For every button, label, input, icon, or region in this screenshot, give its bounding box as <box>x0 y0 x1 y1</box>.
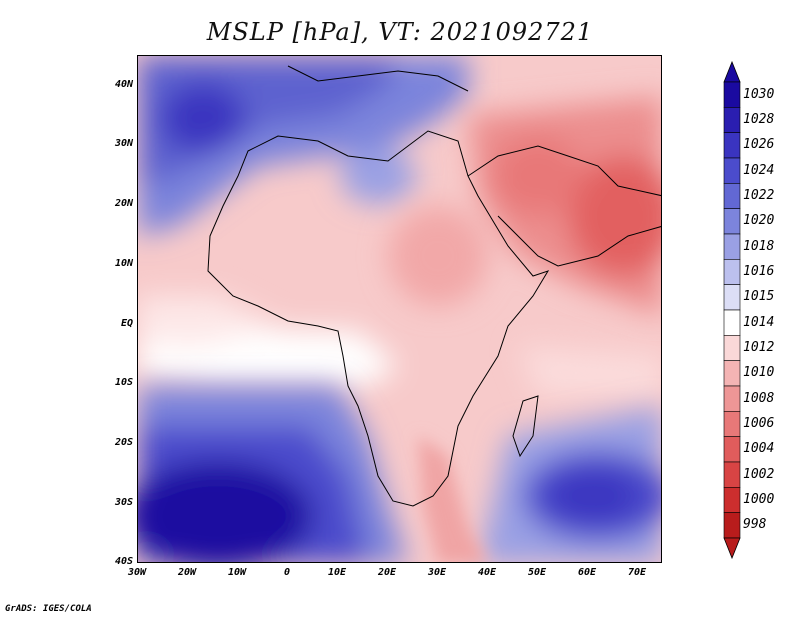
south-african-low <box>418 436 487 562</box>
colorbar-arrow-bottom <box>723 537 741 560</box>
colorbar-swatch <box>723 512 741 539</box>
lon-label-10e: 10E <box>327 567 347 578</box>
pressure-field <box>138 56 661 562</box>
lat-label-20n: 20N <box>114 198 133 209</box>
lon-label-30e: 30E <box>427 567 447 578</box>
colorbar-label: 1008 <box>743 390 775 406</box>
colorbar <box>723 60 741 560</box>
colorbar-arrow-top <box>723 60 741 83</box>
lon-label-20w: 20W <box>177 567 197 578</box>
colorbar-label: 1002 <box>743 466 775 482</box>
lon-label-50e: 50E <box>527 567 547 578</box>
colorbar-label: 1022 <box>743 188 775 203</box>
south-indian-high <box>478 406 661 562</box>
lon-label-20e: 20E <box>377 567 397 578</box>
colorbar-label: 1020 <box>743 213 775 229</box>
pressure-map <box>137 55 662 563</box>
lat-label-10n: 10N <box>114 258 133 269</box>
colorbar-swatch <box>723 309 741 336</box>
lat-label-40s: 40S <box>114 556 133 567</box>
colorbar-swatch <box>723 233 741 260</box>
coastlines <box>207 65 661 507</box>
colorbar-swatches <box>723 60 741 560</box>
colorbar-swatch <box>723 436 741 463</box>
colorbar-swatch <box>723 360 741 387</box>
lon-label-40e: 40E <box>477 567 497 578</box>
map-title: MSLP [hPa], VT: 2021092721 <box>206 18 594 46</box>
colorbar-label: 1012 <box>743 340 775 355</box>
colorbar-swatch <box>723 157 741 184</box>
lon-label-60e: 60E <box>577 567 597 578</box>
colorbar-swatch <box>723 132 741 159</box>
colorbar-label: 1030 <box>743 86 775 102</box>
colorbar-swatch <box>723 183 741 209</box>
lat-label-eq: EQ <box>120 318 133 329</box>
colorbar-swatch <box>723 461 741 488</box>
colorbar-label: 1006 <box>743 416 775 431</box>
colorbar-swatch <box>723 411 741 437</box>
colorbar-swatch <box>723 385 741 412</box>
colorbar-label: 1010 <box>743 365 775 381</box>
colorbar-swatch <box>723 284 741 311</box>
colorbar-label: 1000 <box>743 492 775 507</box>
colorbar-label: 1028 <box>743 112 775 127</box>
south-atlantic-high <box>138 386 408 562</box>
lat-label-20s: 20S <box>114 437 133 448</box>
colorbar-swatch <box>723 107 741 133</box>
colorbar-label: 1026 <box>743 137 775 153</box>
colorbar-label: 1004 <box>743 441 775 457</box>
credit-text: GrADS: IGES/COLA <box>5 604 92 614</box>
colorbar-label: 1016 <box>743 264 775 279</box>
colorbar-swatch <box>723 487 741 513</box>
colorbar-label: 1014 <box>743 314 775 330</box>
colorbar-swatch <box>723 81 741 108</box>
northern-high-pressure <box>138 56 468 236</box>
lon-label-30w: 30W <box>127 567 147 578</box>
colorbar-swatch <box>723 335 741 361</box>
equatorial-band <box>138 296 661 396</box>
colorbar-label: 998 <box>743 517 767 533</box>
colorbar-label: 1018 <box>743 238 775 254</box>
lat-label-40n: 40N <box>114 79 133 90</box>
lon-label-70e: 70E <box>627 567 647 578</box>
lat-label-30s: 30S <box>114 497 133 508</box>
lat-label-10s: 10S <box>114 377 133 388</box>
colorbar-label: 1024 <box>743 162 775 178</box>
lon-label-10w: 10W <box>227 567 247 578</box>
colorbar-label: 1015 <box>743 289 775 305</box>
colorbar-swatch <box>723 259 741 285</box>
lon-label-0: 0 <box>283 567 291 578</box>
colorbar-swatch <box>723 208 741 235</box>
lat-label-30n: 30N <box>114 138 133 149</box>
